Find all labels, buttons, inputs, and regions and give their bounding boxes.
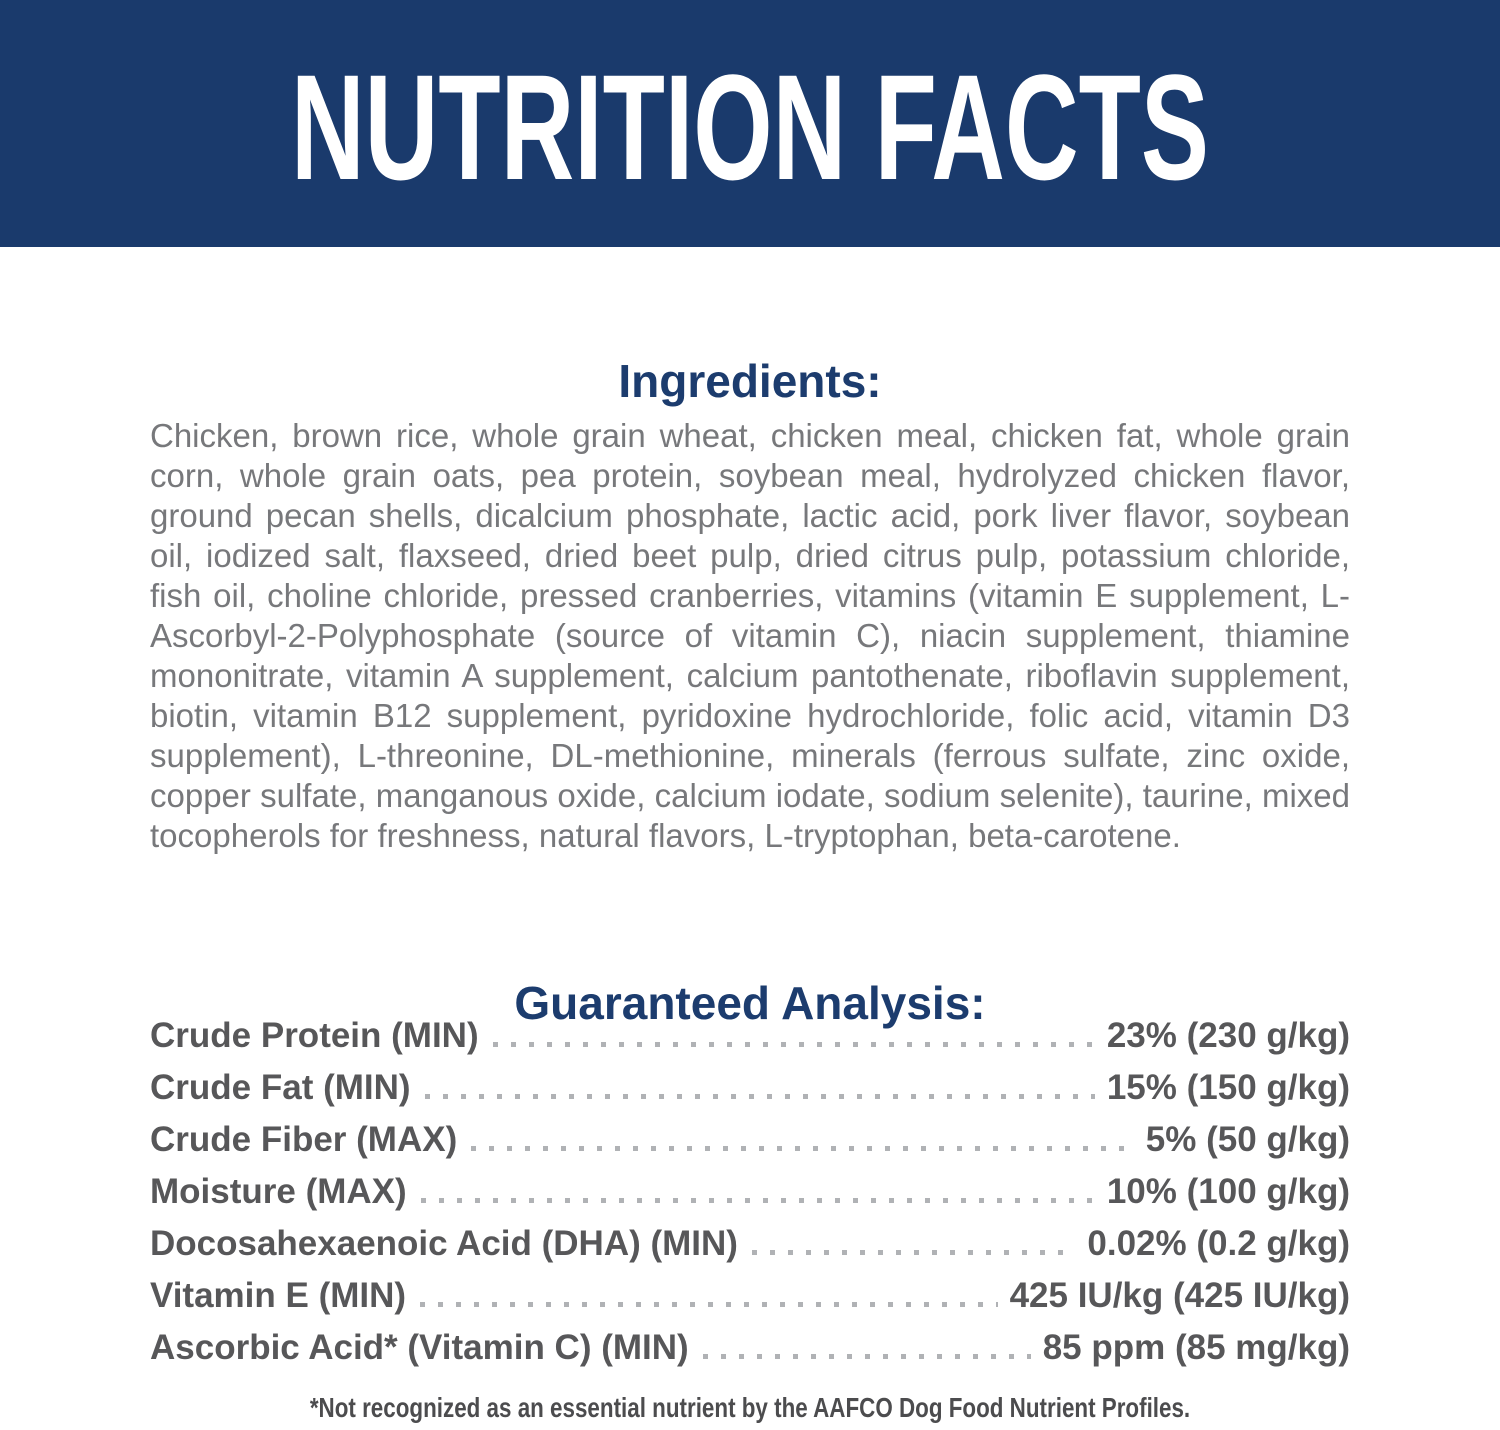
analysis-row-label: Ascorbic Acid* (Vitamin C) (MIN) (150, 1328, 689, 1367)
analysis-row-value: 85 ppm (85 mg/kg) (1042, 1328, 1350, 1367)
analysis-row-label: Docosahexaenoic Acid (DHA) (MIN) (150, 1224, 738, 1263)
ingredients-text: Chicken, brown rice, whole grain wheat, … (150, 417, 1350, 854)
dot-leader (424, 1094, 1095, 1099)
ingredients-heading: Ingredients: (618, 355, 882, 408)
analysis-row: Moisture (MAX) 10% (100 g/kg) (150, 1172, 1350, 1224)
analysis-row-label: Crude Fiber (MAX) (150, 1120, 458, 1159)
analysis-row: Crude Protein (MIN) 23% (230 g/kg) (150, 1016, 1350, 1068)
guaranteed-analysis-heading: Guaranteed Analysis: (514, 977, 986, 1030)
dot-leader (471, 1146, 1134, 1151)
analysis-row: Docosahexaenoic Acid (DHA) (MIN) 0.02% (… (150, 1224, 1350, 1276)
analysis-row-value: 10% (100 g/kg) (1106, 1172, 1350, 1211)
analysis-row-value: 15% (150 g/kg) (1106, 1068, 1350, 1107)
guaranteed-analysis-table: Crude Protein (MIN) 23% (230 g/kg) Crude… (150, 1016, 1350, 1380)
analysis-row: Ascorbic Acid* (Vitamin C) (MIN) 85 ppm … (150, 1328, 1350, 1380)
analysis-row: Crude Fat (MIN) 15% (150 g/kg) (150, 1068, 1350, 1120)
title-banner: NUTRITION FACTS (0, 0, 1500, 247)
analysis-row-value: 0.02% (0.2 g/kg) (1087, 1224, 1350, 1263)
dot-leader (751, 1250, 1076, 1255)
page-title: NUTRITION FACTS (291, 42, 1209, 211)
analysis-row-label: Moisture (MAX) (150, 1172, 407, 1211)
dot-leader (492, 1042, 1095, 1047)
analysis-row: Crude Fiber (MAX) 5% (50 g/kg) (150, 1120, 1350, 1172)
analysis-row-value: 425 IU/kg (425 IU/kg) (1009, 1276, 1350, 1315)
dot-leader (420, 1302, 998, 1307)
dot-leader (702, 1354, 1031, 1359)
analysis-row-value: 23% (230 g/kg) (1106, 1016, 1350, 1055)
analysis-row: Vitamin E (MIN) 425 IU/kg (425 IU/kg) (150, 1276, 1350, 1328)
dot-leader (420, 1198, 1095, 1203)
analysis-row-label: Vitamin E (MIN) (150, 1276, 407, 1315)
analysis-row-label: Crude Fat (MIN) (150, 1068, 411, 1107)
analysis-row-label: Crude Protein (MIN) (150, 1016, 479, 1055)
aafco-footnote: *Not recognized as an essential nutrient… (309, 1392, 1191, 1423)
analysis-row-value: 5% (50 g/kg) (1145, 1120, 1350, 1159)
